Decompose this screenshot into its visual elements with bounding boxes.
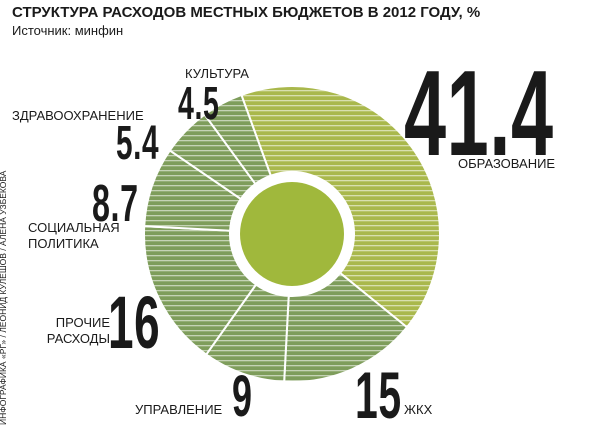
value-label: 15 (355, 358, 402, 432)
value-label: 16 (108, 281, 161, 364)
category-label: УПРАВЛЕНИЕ (135, 402, 223, 417)
chart-subtitle: Источник: минфин (12, 23, 124, 38)
credit: ИНФОГРАФИКА «РГ» / ЛЕОНИД КУЛЕШОВ / АЛЕН… (0, 170, 8, 425)
value-label: 4.5 (178, 77, 220, 129)
category-label: ЗДРАВООХРАНЕНИЕ (12, 108, 144, 123)
category-label: ПРОЧИЕ РАСХОДЫ (46, 315, 110, 346)
category-label: КУЛЬТУРА (185, 66, 249, 81)
category-label: ЖКХ (404, 402, 433, 417)
stripes (144, 86, 440, 382)
value-label: 41.4 (404, 45, 554, 181)
value-label: 8.7 (92, 175, 139, 233)
category-label: ОБРАЗОВАНИЕ (458, 156, 556, 171)
value-label: 5.4 (116, 117, 160, 170)
center-disc (240, 182, 344, 286)
value-label: 9 (232, 364, 253, 429)
category-label: СОЦИАЛЬНАЯ ПОЛИТИКА (28, 220, 120, 251)
chart-title: СТРУКТУРА РАСХОДОВ МЕСТНЫХ БЮДЖЕТОВ В 20… (12, 4, 481, 21)
